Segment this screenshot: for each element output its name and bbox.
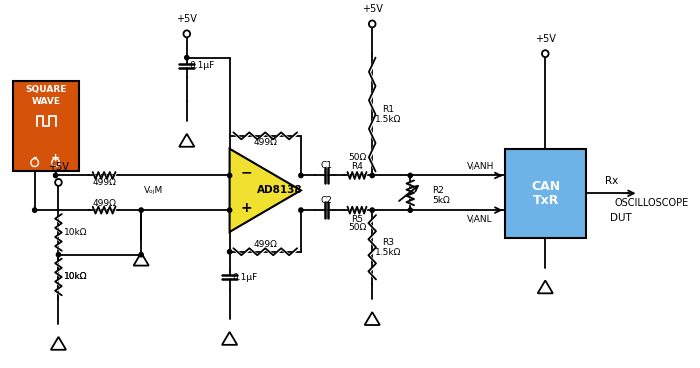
- Circle shape: [183, 31, 190, 37]
- Text: 50Ω: 50Ω: [348, 153, 366, 162]
- Text: −: −: [241, 166, 253, 180]
- Polygon shape: [222, 332, 237, 345]
- Text: C1: C1: [321, 161, 332, 170]
- Circle shape: [408, 173, 412, 178]
- Text: R1: R1: [382, 105, 394, 114]
- Text: 10kΩ: 10kΩ: [64, 272, 88, 282]
- Text: R3: R3: [382, 238, 394, 247]
- Circle shape: [408, 208, 412, 212]
- Text: 499Ω: 499Ω: [253, 138, 277, 147]
- Text: C2: C2: [321, 196, 332, 205]
- Text: 50Ω: 50Ω: [348, 223, 366, 233]
- Text: -: -: [32, 153, 37, 163]
- Text: R2: R2: [432, 186, 444, 195]
- Circle shape: [139, 208, 144, 212]
- Circle shape: [370, 208, 374, 212]
- Text: 499Ω: 499Ω: [253, 240, 277, 249]
- Circle shape: [33, 208, 37, 212]
- Circle shape: [52, 159, 60, 167]
- Text: SQUARE: SQUARE: [25, 85, 66, 94]
- FancyBboxPatch shape: [505, 149, 586, 238]
- Polygon shape: [230, 149, 301, 232]
- Circle shape: [299, 208, 303, 212]
- Text: Rx: Rx: [606, 176, 618, 187]
- Text: AD8138: AD8138: [257, 185, 302, 195]
- Circle shape: [139, 252, 144, 257]
- Polygon shape: [365, 312, 380, 325]
- Text: DUT: DUT: [610, 213, 631, 223]
- Polygon shape: [538, 280, 553, 293]
- Circle shape: [299, 173, 303, 178]
- Text: 1.5kΩ: 1.5kΩ: [375, 248, 402, 257]
- Circle shape: [228, 208, 232, 212]
- Circle shape: [31, 159, 38, 167]
- Text: +5V: +5V: [535, 34, 556, 44]
- Text: 0.1μF: 0.1μF: [232, 273, 258, 282]
- Text: R5: R5: [351, 215, 363, 223]
- Text: +: +: [241, 201, 253, 215]
- Text: OSCILLOSCOPE: OSCILLOSCOPE: [615, 198, 689, 208]
- FancyBboxPatch shape: [13, 81, 79, 170]
- Text: VⱼANL: VⱼANL: [468, 215, 493, 223]
- Circle shape: [228, 173, 232, 178]
- Text: 10kΩ: 10kΩ: [64, 228, 88, 237]
- Polygon shape: [51, 337, 66, 350]
- Circle shape: [369, 21, 375, 27]
- Text: 0.1μF: 0.1μF: [190, 61, 215, 70]
- Text: +5V: +5V: [176, 14, 197, 24]
- Circle shape: [53, 173, 57, 178]
- Text: 1.5kΩ: 1.5kΩ: [375, 115, 402, 124]
- Text: +5V: +5V: [48, 163, 69, 173]
- Text: 499Ω: 499Ω: [92, 199, 116, 208]
- Text: VₒⱼM: VₒⱼM: [144, 186, 163, 195]
- Text: 499Ω: 499Ω: [92, 178, 116, 187]
- Circle shape: [185, 56, 189, 60]
- Polygon shape: [179, 134, 195, 147]
- Circle shape: [370, 173, 374, 178]
- Circle shape: [55, 179, 62, 186]
- Circle shape: [56, 252, 60, 257]
- Circle shape: [228, 250, 232, 254]
- Polygon shape: [134, 253, 149, 266]
- Text: VⱼANH: VⱼANH: [468, 162, 495, 171]
- Text: CAN: CAN: [531, 180, 560, 193]
- Text: +: +: [51, 153, 60, 163]
- Circle shape: [542, 50, 549, 57]
- Text: TxR: TxR: [533, 194, 559, 207]
- Text: 10kΩ: 10kΩ: [64, 272, 88, 282]
- Text: WAVE: WAVE: [32, 97, 61, 106]
- Text: +5V: +5V: [362, 4, 383, 14]
- Text: R4: R4: [351, 162, 363, 171]
- Text: 5kΩ: 5kΩ: [432, 196, 450, 205]
